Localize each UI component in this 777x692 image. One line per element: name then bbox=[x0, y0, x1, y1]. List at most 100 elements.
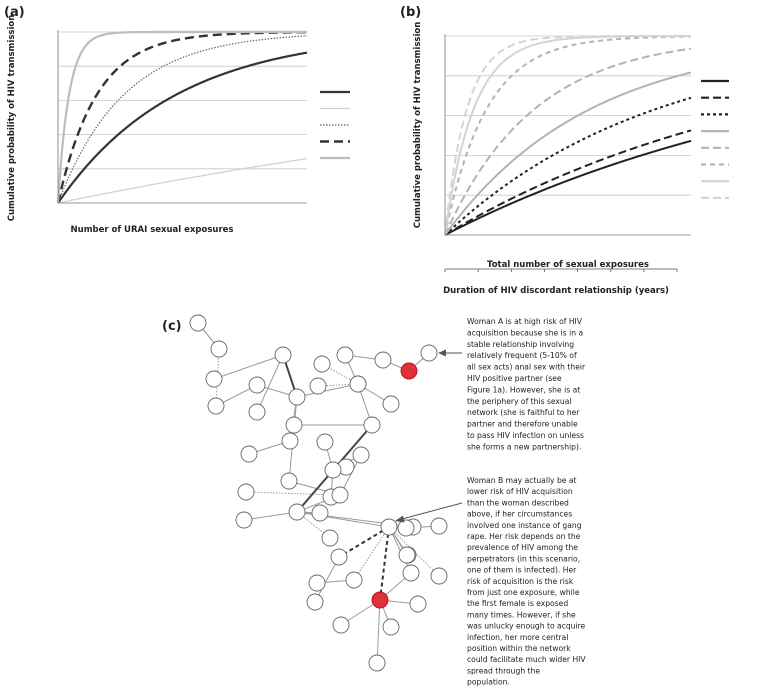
male-node-n2 bbox=[210, 340, 228, 358]
c-annot-a-line-8: network (she is faithful to her bbox=[467, 408, 580, 417]
female-node-n23 bbox=[316, 433, 334, 451]
c-annot-a-line-7: the periphery of this sexual bbox=[467, 397, 572, 406]
c-annot-b-line-16: could facilitate much wider HIV bbox=[467, 655, 586, 664]
annotation-woman-b: Woman B may actually be at lower risk of … bbox=[467, 476, 586, 687]
female-node-n5 bbox=[288, 388, 306, 406]
panel-b-series-line-100 bbox=[444, 35, 691, 236]
c-annot-a-line-3: relatively frequent (5-10% of bbox=[467, 351, 577, 360]
panel-b-series-line-0 bbox=[444, 139, 692, 236]
panel-b-axes bbox=[444, 34, 691, 236]
infected-male-node-n45 bbox=[371, 591, 389, 609]
panel-c-network-diagram: (c) Woman A is at high risk of HIV acquis… bbox=[162, 314, 586, 687]
panel-b-x-axis-title: Total number of sexual exposures bbox=[487, 260, 649, 270]
panel-a-x-axis-title: Number of URAI sexual exposures bbox=[71, 225, 234, 235]
female-node-n32 bbox=[288, 503, 306, 521]
panel-b-series-line-50 bbox=[444, 35, 692, 236]
network-edge-44 bbox=[388, 526, 412, 574]
network-edge-41 bbox=[379, 526, 390, 601]
female-node-n36 bbox=[380, 518, 398, 536]
male-node-n50 bbox=[368, 654, 386, 672]
arrow-woman-b-line bbox=[401, 502, 463, 520]
female-node-n46 bbox=[306, 593, 324, 611]
c-annot-b-line-7: perpetrators (in this scenario, bbox=[467, 554, 580, 563]
arrow-woman-b-head bbox=[395, 515, 405, 523]
c-annot-a-line-5: HIV positive partner (see bbox=[467, 374, 562, 383]
c-annot-b-line-0: Woman B may actually be at bbox=[467, 476, 577, 485]
c-annot-b-line-8: one of them is infected). Her bbox=[467, 566, 577, 575]
male-node-n7 bbox=[274, 346, 292, 364]
female-node-n10 bbox=[240, 445, 258, 463]
network-edge-49 bbox=[376, 599, 381, 664]
c-annot-a-line-4: all sex acts) anal sex with their bbox=[467, 363, 586, 372]
c-annot-a-line-9: partner and therefore unable bbox=[467, 420, 578, 429]
panel-b-secondary-x-axis-title: Duration of HIV discordant relationship … bbox=[443, 286, 669, 296]
infected-male-node-n16 bbox=[400, 362, 418, 380]
male-node-n19 bbox=[285, 416, 303, 434]
female-node-n38 bbox=[430, 517, 448, 535]
male-node-n14 bbox=[336, 346, 354, 364]
panel-a-series-line-4-2 bbox=[56, 31, 308, 204]
panel-b-series-line-1 bbox=[444, 129, 692, 236]
c-annot-b-line-15: position within the network bbox=[467, 644, 571, 653]
male-node-n31 bbox=[235, 511, 253, 529]
male-node-n21 bbox=[237, 483, 255, 501]
female-node-n30 bbox=[311, 504, 329, 522]
female-node-n12 bbox=[309, 377, 327, 395]
female-node-n27 bbox=[331, 486, 349, 504]
panel-b-legend bbox=[701, 79, 729, 199]
c-annot-b-line-4: involved one instance of gang bbox=[467, 521, 582, 530]
network-edge-6 bbox=[256, 354, 284, 413]
arrow-woman-a-head bbox=[438, 349, 446, 357]
male-node-n49 bbox=[332, 616, 350, 634]
panel-b-y-axis-title: Cumulative probability of HIV transmissi… bbox=[413, 22, 423, 229]
female-node-n41 bbox=[308, 574, 326, 592]
panel-b-secondary-axis bbox=[444, 268, 678, 272]
network-edge-45 bbox=[388, 526, 440, 577]
c-annot-a-line-2: stable relationship involving bbox=[467, 340, 574, 349]
male-node-n42 bbox=[330, 548, 348, 566]
c-annot-b-line-12: many times. However, if she bbox=[467, 610, 576, 619]
female-node-n35 bbox=[430, 567, 448, 585]
female-node-n13 bbox=[313, 355, 331, 373]
female-node-n15 bbox=[374, 351, 392, 369]
panel-b-series-line-75 bbox=[444, 35, 691, 236]
panel-b-series-line-10 bbox=[444, 71, 692, 236]
male-node-n22 bbox=[280, 472, 298, 490]
male-node-n9 bbox=[281, 432, 299, 450]
c-annot-b-line-11: the first female is exposed bbox=[467, 599, 568, 608]
male-node-n43 bbox=[345, 571, 363, 589]
female-node-n28 bbox=[363, 416, 381, 434]
c-annot-a-line-1: acquisition because she is in a bbox=[467, 328, 583, 337]
c-annot-b-line-9: risk of acquisition is the risk bbox=[467, 577, 574, 586]
female-node-n8 bbox=[248, 403, 266, 421]
c-annot-b-line-13: was unlucky enough to acquire bbox=[467, 622, 586, 631]
panel-b-label: (b) bbox=[400, 5, 421, 20]
panel-b-series-lines bbox=[444, 35, 692, 236]
female-node-n44 bbox=[402, 564, 420, 582]
c-annot-b-line-10: from just one exposure, while bbox=[467, 588, 580, 597]
female-node-n1 bbox=[189, 314, 207, 332]
male-node-n40 bbox=[398, 546, 416, 564]
panel-b-grid bbox=[445, 35, 691, 196]
panel-a-series-line-0-2 bbox=[57, 158, 308, 204]
female-node-n6 bbox=[205, 370, 223, 388]
panel-a-series-line-14-0 bbox=[56, 30, 307, 204]
panel-b-series-line-5 bbox=[444, 96, 692, 236]
male-node-n29 bbox=[324, 461, 342, 479]
female-node-n48 bbox=[382, 618, 400, 636]
c-annot-b-line-2: than the woman described bbox=[467, 498, 569, 507]
panel-a-axes bbox=[57, 30, 307, 204]
c-annot-b-line-1: lower risk of HIV acquisition bbox=[467, 487, 573, 496]
c-annot-a-line-11: she forms a new partnership). bbox=[467, 442, 581, 451]
network-nodes bbox=[189, 314, 448, 672]
panel-a-legend bbox=[320, 90, 350, 160]
network-edge-9 bbox=[296, 383, 359, 398]
c-annot-a-line-6: Figure 1a). However, she is at bbox=[467, 385, 580, 394]
male-node-n37 bbox=[397, 519, 415, 537]
c-annot-b-line-17: spread through the bbox=[467, 666, 540, 675]
network-edge-27 bbox=[243, 511, 298, 521]
annotation-woman-a: Woman A is at high risk of HIV acquisitio… bbox=[467, 317, 586, 451]
network-edge-4 bbox=[213, 354, 284, 380]
panel-a-series-line-2-5 bbox=[57, 35, 308, 204]
